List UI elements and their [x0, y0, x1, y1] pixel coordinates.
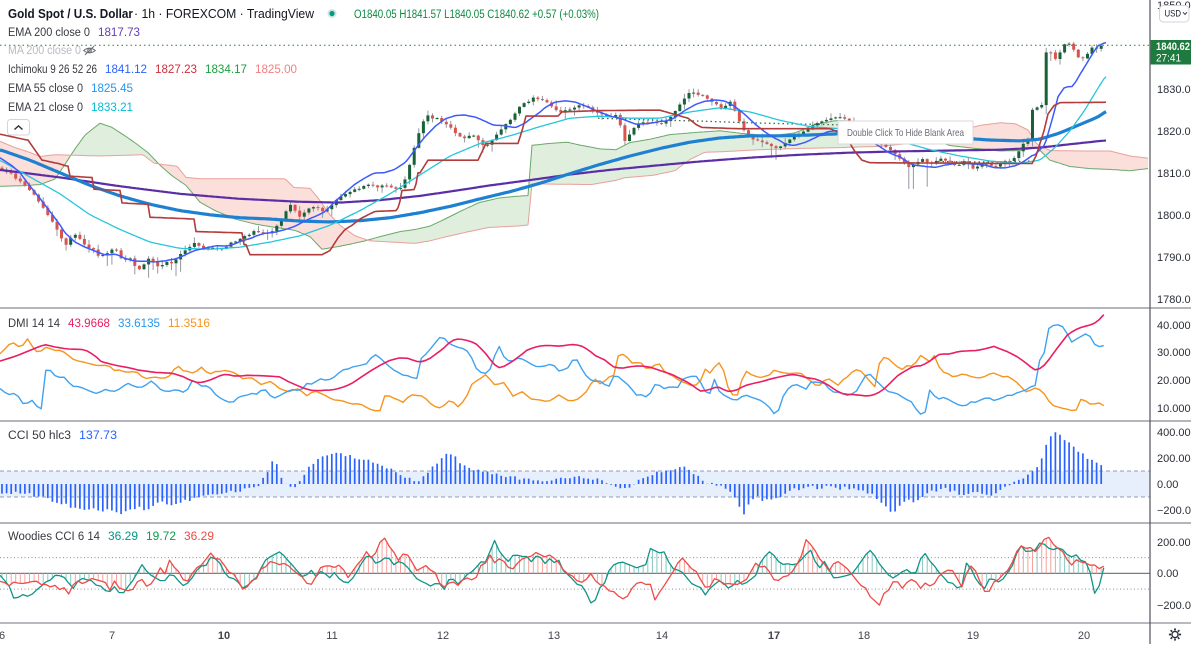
svg-text:11: 11	[326, 630, 337, 642]
svg-text:1825.45: 1825.45	[91, 83, 133, 95]
svg-text:EMA 55 close 0: EMA 55 close 0	[8, 83, 83, 95]
svg-text:11.3516: 11.3516	[168, 318, 210, 330]
svg-text:1800.00: 1800.00	[1157, 210, 1191, 222]
svg-text:· 1h · FOREXCOM · TradingView: · 1h · FOREXCOM · TradingView	[134, 7, 315, 21]
svg-text:6: 6	[0, 630, 5, 642]
svg-text:Ichimoku 9 26 52 26: Ichimoku 9 26 52 26	[8, 64, 97, 76]
svg-text:1825.00: 1825.00	[255, 64, 297, 76]
svg-text:O1840.05 H1841.57 L1840.05 C18: O1840.05 H1841.57 L1840.05 C1840.62 +0.5…	[354, 9, 599, 21]
svg-text:1827.23: 1827.23	[155, 64, 197, 76]
svg-text:33.6135: 33.6135	[118, 318, 160, 330]
svg-text:36.29: 36.29	[108, 531, 138, 543]
svg-text:137.73: 137.73	[79, 430, 117, 442]
svg-text:1834.17: 1834.17	[205, 64, 247, 76]
svg-text:12: 12	[437, 630, 449, 642]
svg-text:27:41: 27:41	[1156, 53, 1181, 65]
svg-text:Woodies CCI 6 14: Woodies CCI 6 14	[8, 531, 101, 543]
svg-text:200.00: 200.00	[1157, 453, 1191, 465]
svg-text:−200.00: −200.00	[1157, 600, 1191, 612]
svg-text:400.00: 400.00	[1157, 427, 1191, 439]
svg-text:10: 10	[218, 630, 230, 642]
svg-text:7: 7	[109, 630, 115, 642]
svg-text:DMI 14 14: DMI 14 14	[8, 318, 61, 330]
svg-text:MA 200 close 0: MA 200 close 0	[8, 45, 81, 57]
svg-text:1820.00: 1820.00	[1157, 126, 1191, 138]
svg-text:1780.00: 1780.00	[1157, 294, 1191, 306]
svg-text:13: 13	[548, 630, 560, 642]
svg-text:−200.00: −200.00	[1157, 505, 1191, 517]
svg-text:CCI 50 hlc3: CCI 50 hlc3	[8, 430, 71, 442]
svg-text:1830.00: 1830.00	[1157, 84, 1191, 96]
svg-text:1817.73: 1817.73	[98, 27, 140, 39]
svg-text:10.0000: 10.0000	[1157, 403, 1191, 415]
svg-text:40.0000: 40.0000	[1157, 320, 1191, 332]
svg-text:EMA 200 close 0: EMA 200 close 0	[8, 27, 90, 39]
svg-text:200.00: 200.00	[1157, 537, 1191, 549]
svg-text:1810.00: 1810.00	[1157, 168, 1191, 180]
svg-text:19.72: 19.72	[146, 531, 176, 543]
svg-text:1790.00: 1790.00	[1157, 252, 1191, 264]
svg-text:0.00: 0.00	[1157, 568, 1178, 580]
svg-text:1841.12: 1841.12	[105, 64, 147, 76]
svg-text:20: 20	[1078, 630, 1090, 642]
svg-text:36.29: 36.29	[184, 531, 214, 543]
svg-text:1840.62: 1840.62	[1156, 41, 1190, 53]
svg-text:17: 17	[768, 630, 780, 642]
svg-text:Gold Spot / U.S. Dollar: Gold Spot / U.S. Dollar	[8, 7, 133, 21]
svg-text:14: 14	[656, 630, 668, 642]
svg-text:18: 18	[858, 630, 870, 642]
svg-text:20.0000: 20.0000	[1157, 375, 1191, 387]
svg-text:30.0000: 30.0000	[1157, 347, 1191, 359]
svg-text:1833.21: 1833.21	[91, 102, 133, 114]
svg-text:EMA 21 close 0: EMA 21 close 0	[8, 102, 83, 114]
svg-text:Double Click To Hide Blank Are: Double Click To Hide Blank Area	[847, 127, 964, 139]
svg-text:43.9668: 43.9668	[68, 318, 110, 330]
svg-text:0.00: 0.00	[1157, 479, 1178, 491]
svg-text:USD: USD	[1165, 9, 1182, 20]
svg-text:19: 19	[967, 630, 979, 642]
